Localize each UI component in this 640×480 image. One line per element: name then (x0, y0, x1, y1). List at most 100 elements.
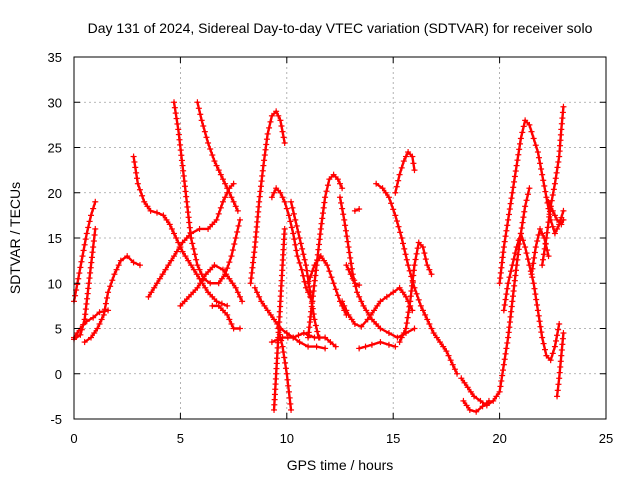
data-point (281, 198, 288, 205)
data-point (417, 302, 424, 309)
data-point (530, 280, 537, 287)
data-point (377, 298, 384, 305)
data-point (411, 325, 418, 332)
data-point (379, 185, 386, 192)
data-point (371, 307, 378, 314)
data-point (400, 158, 407, 165)
data-point (188, 262, 195, 269)
data-point (311, 316, 318, 323)
data-point (385, 194, 392, 201)
data-point (177, 302, 184, 309)
data-point (277, 298, 284, 305)
data-point (509, 262, 516, 269)
series-s31 (539, 103, 567, 269)
grid-lines (74, 57, 606, 419)
data-point (396, 339, 403, 346)
data-point (354, 289, 361, 296)
series-s11 (247, 108, 288, 287)
y-tick-label: 25 (48, 141, 62, 156)
data-point (545, 198, 552, 205)
data-point (330, 280, 337, 287)
data-point (309, 298, 316, 305)
data-point (85, 280, 92, 287)
series-s27 (460, 397, 492, 415)
data-point (260, 162, 267, 169)
data-point (264, 130, 271, 137)
data-point (409, 307, 416, 314)
data-point (264, 307, 271, 314)
data-point (551, 343, 558, 350)
series-s16 (288, 198, 322, 341)
data-point (332, 343, 339, 350)
data-point (268, 112, 275, 119)
data-point (392, 343, 399, 350)
data-point (356, 345, 363, 352)
data-point (145, 293, 152, 300)
data-point (322, 194, 329, 201)
y-tick-label: -5 (50, 412, 62, 427)
data-point (296, 339, 303, 346)
data-point (232, 284, 239, 291)
y-axis-label: SDTVAR / TECUs (7, 182, 23, 294)
data-point (288, 406, 295, 413)
data-point (458, 375, 465, 382)
data-point (202, 271, 209, 278)
data-point (136, 262, 143, 269)
data-point (339, 298, 346, 305)
data-point (522, 244, 529, 251)
x-tick-label: 10 (280, 431, 294, 446)
data-point (224, 311, 231, 318)
data-point (385, 341, 392, 348)
data-point (305, 280, 312, 287)
data-point (171, 99, 178, 106)
data-point (175, 126, 182, 133)
data-point (196, 225, 203, 232)
data-point (466, 406, 473, 413)
data-point (277, 117, 284, 124)
data-point (509, 189, 516, 196)
data-point (509, 298, 516, 305)
data-point (288, 198, 295, 205)
data-point (188, 235, 195, 241)
data-point (471, 393, 478, 400)
data-point (543, 194, 550, 201)
data-point (147, 207, 154, 214)
data-point (539, 262, 546, 269)
data-point (211, 158, 218, 165)
data-point (496, 388, 503, 395)
data-point (549, 207, 556, 214)
series-s9 (177, 262, 246, 309)
data-point (558, 126, 565, 133)
data-point (351, 320, 358, 327)
series-s14 (271, 225, 288, 413)
data-point (560, 330, 567, 337)
series-s22 (356, 339, 399, 352)
data-point (513, 162, 520, 169)
data-point (179, 239, 186, 246)
data-point (547, 357, 554, 364)
data-point (551, 180, 558, 187)
data-point (302, 262, 309, 269)
data-point (285, 388, 292, 395)
data-point (224, 185, 231, 192)
series-trace (132, 155, 229, 308)
data-point (337, 194, 343, 201)
data-point (362, 343, 369, 350)
data-point (298, 266, 305, 273)
series-s15 (275, 325, 295, 413)
data-point (234, 207, 241, 214)
data-point (124, 253, 131, 260)
data-point (226, 275, 233, 282)
data-point (294, 253, 301, 260)
data-point (530, 135, 537, 142)
data-point (526, 121, 533, 128)
y-tick-label: 5 (55, 322, 62, 337)
series-trace (498, 119, 565, 285)
data-point (543, 352, 550, 359)
data-point (554, 216, 561, 223)
data-point (360, 302, 367, 309)
data-point (560, 216, 567, 223)
data-point (449, 361, 456, 368)
data-point (539, 334, 546, 341)
data-point (534, 149, 541, 156)
